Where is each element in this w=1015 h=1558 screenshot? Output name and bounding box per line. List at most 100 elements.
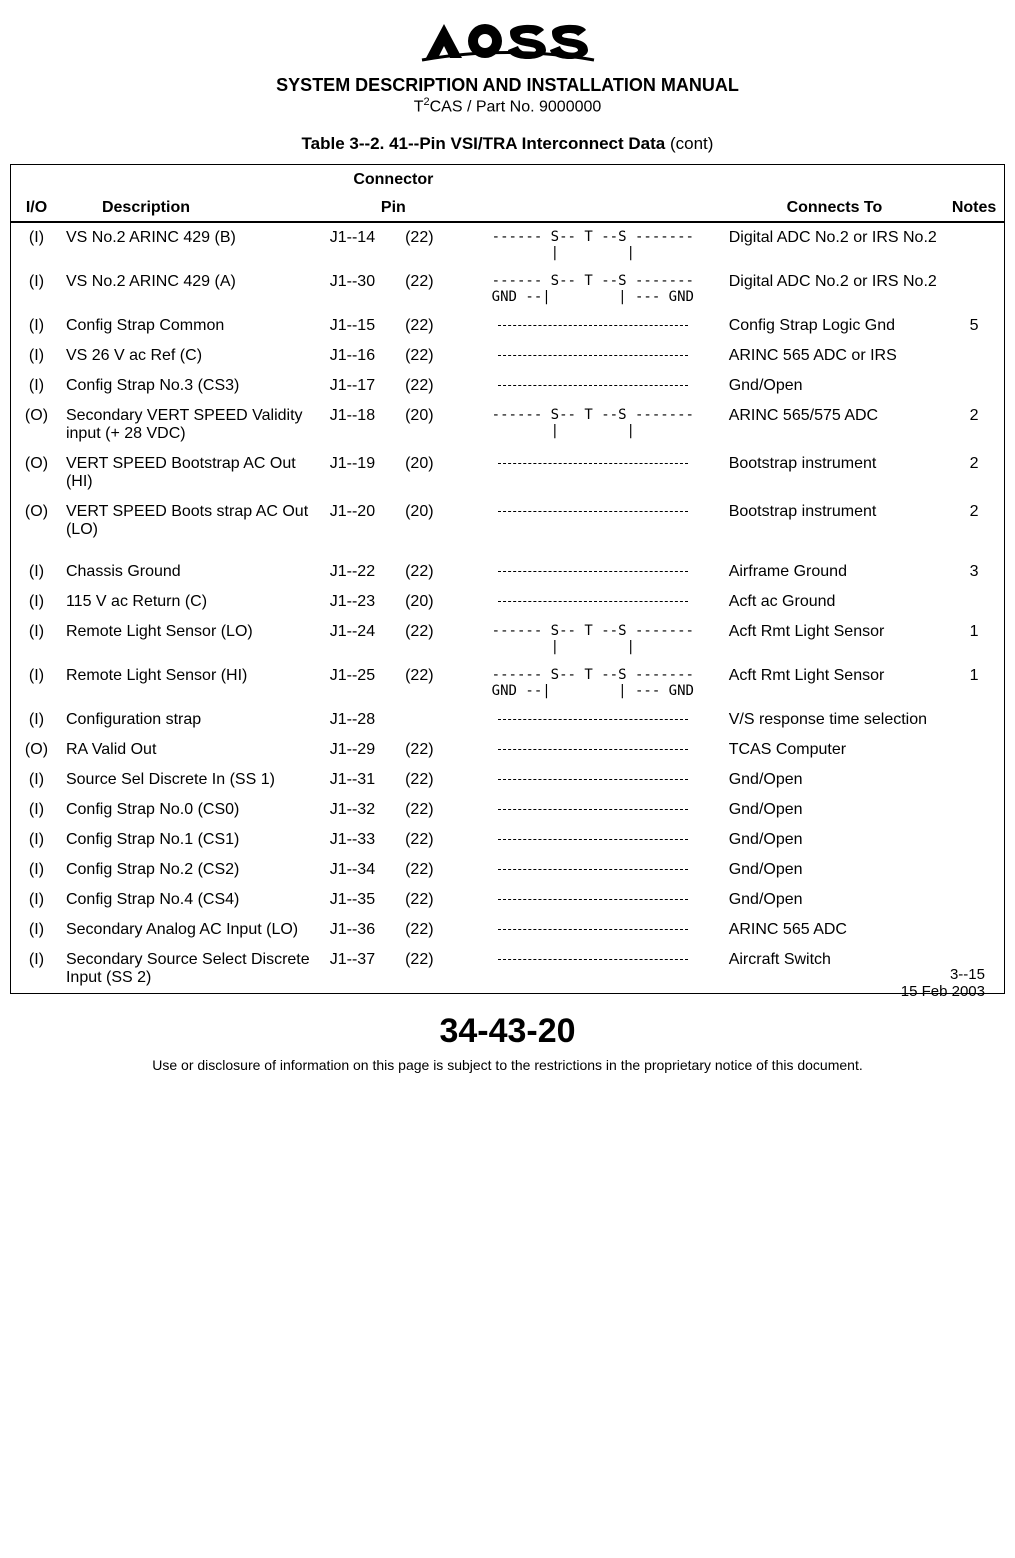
table-row: (I)Config Strap No.3 (CS3)J1--17(22) Gnd/… [11,371,1004,401]
cell-connects: Digital ADC No.2 or IRS No.2 [725,267,944,311]
cell-pin2: (22) [401,855,461,885]
cell-io: (I) [11,705,62,735]
cell-pin2: (22) [401,735,461,765]
cell-connects: Bootstrap instrument [725,497,944,545]
cell-desc: Remote Light Sensor (HI) [62,661,326,705]
table-row: (I)Source Sel Discrete In (SS 1)J1--31(2… [11,765,1004,795]
cell-pin2: (22) [401,311,461,341]
table-row: (O)RA Valid OutJ1--29(22)TCAS Computer [11,735,1004,765]
manual-title: SYSTEM DESCRIPTION AND INSTALLATION MANU… [10,75,1005,96]
cell-notes: 5 [944,311,1004,341]
cell-pin1: J1--29 [326,735,401,765]
cell-notes: 1 [944,617,1004,661]
cell-pin1: J1--20 [326,497,401,545]
cell-wire [461,545,725,557]
col-io [11,165,62,193]
cell-io [11,545,62,557]
cell-desc: VS No.2 ARINC 429 (A) [62,267,326,311]
cell-io: (I) [11,557,62,587]
cell-io: (I) [11,371,62,401]
cell-notes [944,267,1004,311]
cell-notes: 2 [944,401,1004,449]
col-notes: Notes [944,193,1004,222]
table-row: (I)Config Strap CommonJ1--15(22)Config S… [11,311,1004,341]
cell-io: (I) [11,825,62,855]
cell-pin1: J1--31 [326,765,401,795]
cell-pin2: (22) [401,267,461,311]
cell-pin1: J1--35 [326,885,401,915]
cell-wire [461,945,725,993]
col-connector-bot: Pin [326,193,461,222]
cell-wire [461,705,725,735]
cell-pin1: J1--36 [326,915,401,945]
cell-pin1: J1--25 [326,661,401,705]
cell-notes [944,735,1004,765]
table-row: (I)Config Strap No.2 (CS2)J1--34(22)Gnd/… [11,855,1004,885]
cell-wire [461,885,725,915]
cell-connects: Digital ADC No.2 or IRS No.2 [725,222,944,267]
cell-wire [461,735,725,765]
cell-pin2 [401,705,461,735]
cell-pin1 [326,545,401,557]
cell-io: (I) [11,915,62,945]
cell-pin2: (20) [401,401,461,449]
table-row: (O)Secondary VERT SPEED Validity input (… [11,401,1004,449]
cell-connects: Acft ac Ground [725,587,944,617]
cell-desc: Config Strap Common [62,311,326,341]
cell-pin1: J1--19 [326,449,401,497]
table-row: (I)Configuration strapJ1--28V/S response… [11,705,1004,735]
cell-wire: ------ S-- T --S ------- | | [461,222,725,267]
table-row: (I)VS 26 V ac Ref (C)J1--16(22)ARINC 565… [11,341,1004,371]
cell-pin2: (22) [401,661,461,705]
cell-io: (I) [11,765,62,795]
cell-pin1: J1--17 [326,371,401,401]
cell-desc: 115 V ac Return (C) [62,587,326,617]
page-date: 15 Feb 2003 [901,983,985,1000]
cell-desc: Remote Light Sensor (LO) [62,617,326,661]
cell-desc: Chassis Ground [62,557,326,587]
cell-connects: Gnd/Open [725,371,944,401]
cell-pin2: (22) [401,825,461,855]
cell-desc: Config Strap No.3 (CS3) [62,371,326,401]
cell-notes [944,341,1004,371]
table-row: (I)Remote Light Sensor (LO)J1--24(22)---… [11,617,1004,661]
cell-desc: Config Strap No.0 (CS0) [62,795,326,825]
cell-io: (I) [11,661,62,705]
cell-wire [461,765,725,795]
cell-connects: Config Strap Logic Gnd [725,311,944,341]
cell-pin2: (20) [401,497,461,545]
cell-connects: Bootstrap instrument [725,449,944,497]
table-row: (O)VERT SPEED Bootstrap AC Out (HI)J1--1… [11,449,1004,497]
cell-io: (I) [11,311,62,341]
cell-wire [461,311,725,341]
table-row: (I)Chassis GroundJ1--22(22)Airframe Grou… [11,557,1004,587]
cell-wire: ------ S-- T --S ------- | | [461,401,725,449]
cell-io: (O) [11,449,62,497]
cell-notes [944,587,1004,617]
sub-title: T2CAS / Part No. 9000000 [10,96,1005,116]
cell-connects: Gnd/Open [725,825,944,855]
cell-pin1: J1--34 [326,855,401,885]
table-title: Table 3--2. 41--Pin VSI/TRA Interconnect… [10,134,1005,154]
cell-io: (I) [11,341,62,371]
cell-desc: VS No.2 ARINC 429 (B) [62,222,326,267]
col-desc [62,165,326,193]
cell-pin2: (22) [401,795,461,825]
cell-pin1: J1--30 [326,267,401,311]
cell-pin2: (22) [401,371,461,401]
cell-desc: Source Sel Discrete In (SS 1) [62,765,326,795]
cell-notes [944,795,1004,825]
cell-wire [461,587,725,617]
table-row: (O)VERT SPEED Boots strap AC Out (LO)J1-… [11,497,1004,545]
col-connects: Connects To [725,193,944,222]
cell-wire [461,825,725,855]
table-row: (I)Config Strap No.4 (CS4)J1--35(22)Gnd/… [11,885,1004,915]
interconnect-table-box: Connector I/O Description Pin Connects T… [10,164,1005,994]
cell-pin2: (22) [401,945,461,993]
table-row: (I)Secondary Analog AC Input (LO)J1--36(… [11,915,1004,945]
col-io: I/O [11,193,62,222]
footer: 34-43-20 3--15 15 Feb 2003 [10,1012,1005,1051]
cell-wire [461,449,725,497]
table-row: (I)Secondary Source Select Discrete Inpu… [11,945,1004,993]
cell-notes [944,545,1004,557]
